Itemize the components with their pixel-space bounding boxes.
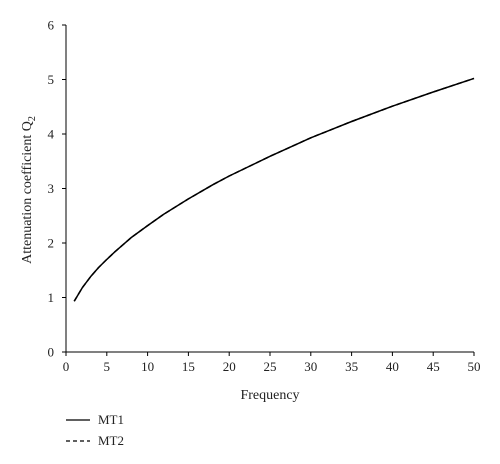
y-axis-title-subscript: 2 <box>27 116 38 121</box>
legend-label-mt2: MT2 <box>98 433 124 448</box>
x-axis-title: Frequency <box>240 388 299 403</box>
legend-item-mt1: MT1 <box>66 412 124 427</box>
x-tick-label: 50 <box>468 359 481 374</box>
y-axis-title-main: Attenuation coefficient Q <box>20 121 35 264</box>
x-tick-label: 0 <box>63 359 70 374</box>
series-group <box>73 77 475 302</box>
y-axis-title: Attenuation coefficient Q2 <box>20 116 38 264</box>
x-tick-label: 40 <box>386 359 399 374</box>
x-tick-label: 30 <box>304 359 317 374</box>
x-tick-label: 10 <box>141 359 154 374</box>
series-line-mt1 <box>73 77 475 302</box>
y-tick-label: 4 <box>48 127 55 142</box>
y-tick-label: 2 <box>48 236 55 251</box>
y-tick-label: 6 <box>48 18 55 33</box>
y-ticks: 0 1 2 3 4 5 6 <box>48 18 66 360</box>
y-tick-label: 1 <box>48 290 55 305</box>
legend: MT1 MT2 <box>66 412 124 448</box>
x-tick-label: 45 <box>427 359 440 374</box>
y-tick-label: 3 <box>48 181 55 196</box>
series-line-mt2 <box>73 77 475 302</box>
x-tick-label: 35 <box>345 359 358 374</box>
y-tick-label: 5 <box>48 72 55 87</box>
x-tick-label: 20 <box>223 359 236 374</box>
y-tick-label: 0 <box>48 345 55 360</box>
legend-label-mt1: MT1 <box>98 412 124 427</box>
x-tick-label: 25 <box>264 359 277 374</box>
x-tick-label: 5 <box>104 359 111 374</box>
legend-item-mt2: MT2 <box>66 433 124 448</box>
x-tick-label: 15 <box>182 359 195 374</box>
x-ticks: 0 5 10 15 20 25 30 35 40 45 50 <box>63 352 481 374</box>
